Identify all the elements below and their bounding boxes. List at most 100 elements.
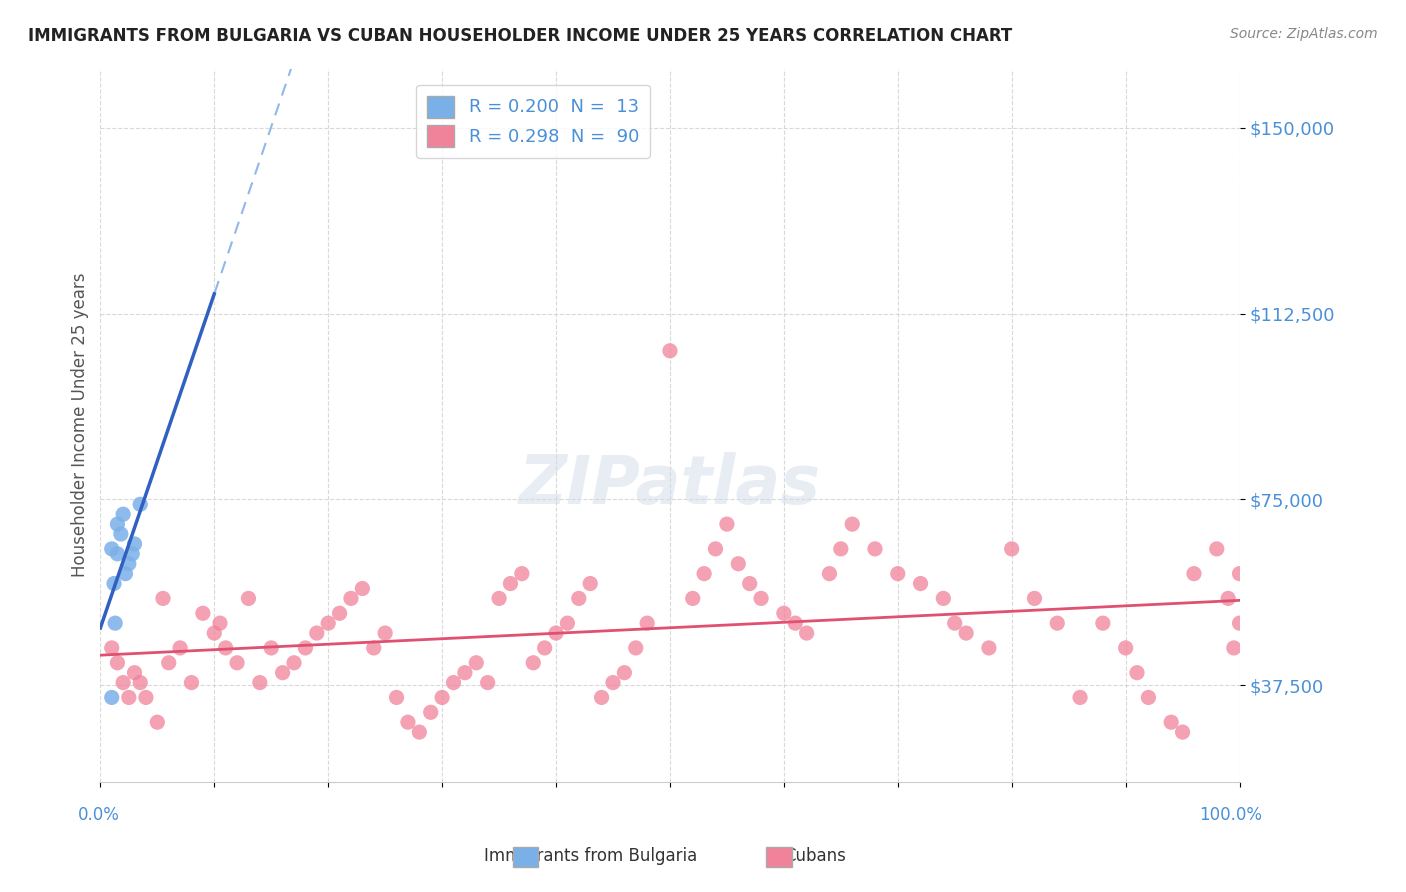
Cubans [202,626,225,640]
Immigrants from Bulgaria [103,576,125,591]
Cubans [579,576,602,591]
Cubans [1205,541,1227,556]
Cubans [887,566,910,581]
Text: 0.0%: 0.0% [77,806,120,824]
Cubans [636,616,658,631]
Cubans [214,640,236,655]
Cubans [294,640,316,655]
Cubans [818,566,841,581]
Cubans [932,591,955,606]
Cubans [374,626,396,640]
Text: 100.0%: 100.0% [1199,806,1263,824]
Legend: R = 0.200  N =  13, R = 0.298  N =  90: R = 0.200 N = 13, R = 0.298 N = 90 [416,85,650,158]
Cubans [208,616,231,631]
Cubans [118,690,141,705]
Cubans [613,665,636,680]
Cubans [557,616,579,631]
Cubans [430,690,453,705]
Cubans [568,591,591,606]
Cubans [169,640,191,655]
Cubans [152,591,174,606]
Cubans [129,675,152,690]
Cubans [1160,715,1182,730]
Cubans [180,675,202,690]
Cubans [1046,616,1069,631]
Cubans [135,690,157,705]
Immigrants from Bulgaria [107,547,129,561]
Cubans [107,656,129,670]
Cubans [283,656,305,670]
Cubans [316,616,339,631]
Cubans [785,616,807,631]
Cubans [1223,640,1246,655]
Cubans [682,591,704,606]
Cubans [863,541,886,556]
Text: IMMIGRANTS FROM BULGARIA VS CUBAN HOUSEHOLDER INCOME UNDER 25 YEARS CORRELATION : IMMIGRANTS FROM BULGARIA VS CUBAN HOUSEH… [28,27,1012,45]
Cubans [191,607,214,621]
Cubans [1182,566,1205,581]
Immigrants from Bulgaria [107,517,129,532]
Cubans [544,626,567,640]
Cubans [454,665,477,680]
Cubans [830,541,852,556]
Cubans [738,576,761,591]
Cubans [1091,616,1114,631]
Cubans [624,640,647,655]
Cubans [716,517,738,532]
Cubans [602,675,624,690]
Cubans [773,607,796,621]
Cubans [477,675,499,690]
Cubans [408,725,430,739]
Cubans [100,640,122,655]
Cubans [385,690,408,705]
Cubans [1024,591,1046,606]
Cubans [591,690,613,705]
Immigrants from Bulgaria [104,616,127,631]
Cubans [533,640,555,655]
Cubans [1126,665,1149,680]
Cubans [510,566,533,581]
Cubans [305,626,328,640]
Immigrants from Bulgaria [124,537,146,551]
Immigrants from Bulgaria [129,497,152,511]
Cubans [910,576,932,591]
Cubans [363,640,385,655]
Cubans [1229,616,1251,631]
Cubans [522,656,544,670]
Text: Source: ZipAtlas.com: Source: ZipAtlas.com [1230,27,1378,41]
Cubans [157,656,180,670]
Cubans [499,576,522,591]
Cubans [226,656,249,670]
Immigrants from Bulgaria [100,690,122,705]
Cubans [238,591,260,606]
Cubans [443,675,465,690]
Cubans [1115,640,1137,655]
Text: Immigrants from Bulgaria: Immigrants from Bulgaria [484,847,697,865]
Cubans [1001,541,1024,556]
Cubans [727,557,749,571]
Cubans [1229,566,1251,581]
Cubans [1069,690,1091,705]
Immigrants from Bulgaria [121,547,143,561]
Cubans [396,715,419,730]
Cubans [1137,690,1160,705]
Cubans [260,640,283,655]
Cubans [1171,725,1194,739]
Immigrants from Bulgaria [118,557,141,571]
Cubans [419,706,441,720]
Cubans [955,626,977,640]
Cubans [749,591,772,606]
Cubans [146,715,169,730]
Cubans [329,607,352,621]
Cubans [658,343,681,358]
Cubans [977,640,1000,655]
Cubans [340,591,363,606]
Y-axis label: Householder Income Under 25 years: Householder Income Under 25 years [72,273,89,577]
Cubans [112,675,135,690]
Cubans [465,656,488,670]
Text: Cubans: Cubans [785,847,846,865]
Immigrants from Bulgaria [100,541,122,556]
Immigrants from Bulgaria [114,566,136,581]
Immigrants from Bulgaria [110,527,132,541]
Cubans [488,591,510,606]
